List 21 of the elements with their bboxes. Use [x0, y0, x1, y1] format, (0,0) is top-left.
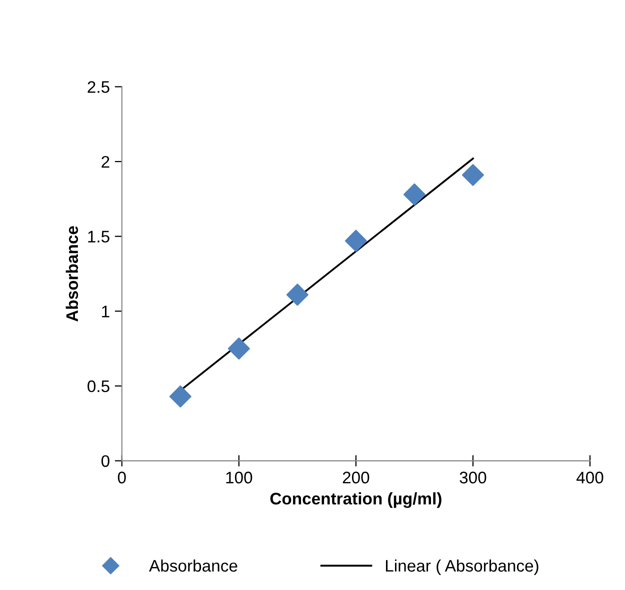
x-tick-label: 400: [576, 472, 604, 484]
point: [403, 183, 426, 206]
x-tick-label: 100: [226, 472, 252, 484]
x-axis-title: Concentration (µg/ml): [270, 492, 442, 508]
legend-label: Linear ( Absorbance): [386, 559, 538, 575]
x-tick-label: 200: [342, 472, 370, 484]
point: [286, 284, 308, 306]
y-tick-label: 2: [102, 156, 110, 168]
y-tick-label: 0.5: [88, 380, 110, 392]
x-tick-label: 0: [118, 472, 126, 484]
y-tick-label: 1.5: [88, 230, 110, 243]
x-tick-label: 300: [460, 472, 486, 484]
y-tick-label: 1: [102, 306, 110, 318]
point: [462, 164, 484, 186]
point: [228, 338, 250, 360]
y-tick-label: 2.5: [88, 81, 110, 93]
point: [169, 385, 192, 408]
legend-label: Absorbance: [149, 559, 238, 572]
y-tick-label: 0: [101, 455, 110, 467]
point: [344, 230, 367, 252]
y-axis-title: Absorbance: [66, 226, 78, 322]
